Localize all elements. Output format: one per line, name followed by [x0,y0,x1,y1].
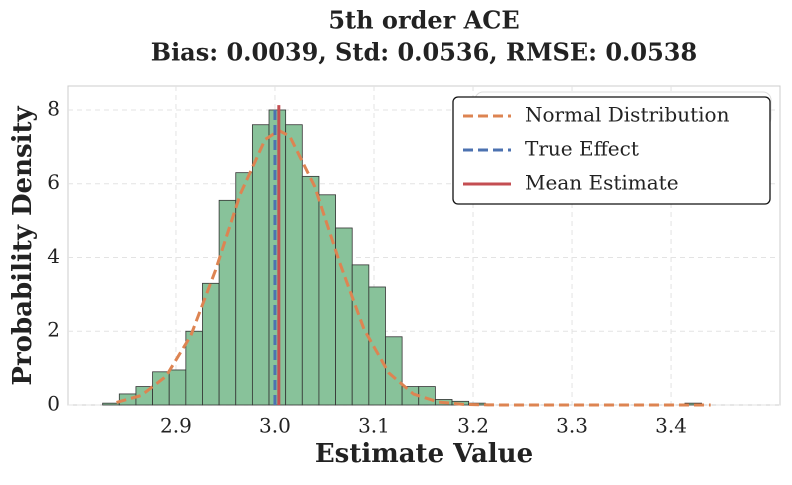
histogram-bar [235,172,253,406]
histogram-bar [168,369,187,406]
x-tick-label: 3.4 [655,414,687,438]
density-curve [116,128,711,407]
histogram-bar [152,371,170,406]
chart-subtitle: Bias: 0.0039, Std: 0.0536, RMSE: 0.0538 [151,38,697,67]
y-tick-label: 8 [47,96,60,120]
histogram-bar [418,386,436,406]
histogram-bar [301,175,320,406]
histogram-bar [285,124,303,406]
y-tick-label: 6 [47,170,60,194]
legend-label: Mean Estimate [525,171,679,195]
chart-title: 5th order ACE [328,6,519,35]
x-tick-label: 3.1 [358,414,390,438]
x-tick-label: 3.3 [556,414,588,438]
histogram-bar [385,336,403,406]
histogram-bar [368,286,386,406]
x-tick-label: 2.9 [160,414,192,438]
legend-box [452,96,771,205]
x-tick-label: 3.2 [457,414,489,438]
x-axis-label: Estimate Value [315,439,533,469]
y-axis-label: Probability Density [8,106,38,386]
x-tick-label: 3.0 [259,414,291,438]
y-tick-label: 4 [47,244,60,268]
y-tick-label: 2 [47,318,60,342]
legend-label: Normal Distribution [525,103,730,127]
histogram-bar [251,124,270,406]
y-tick-label: 0 [47,392,60,416]
legend-label: True Effect [525,137,639,161]
